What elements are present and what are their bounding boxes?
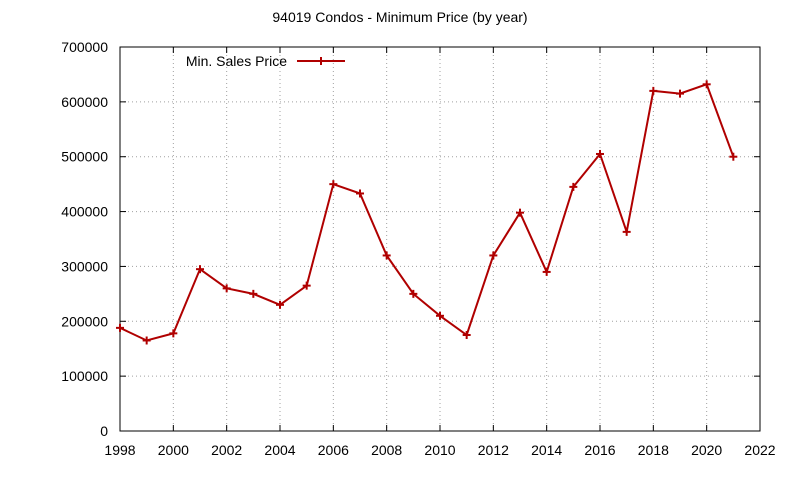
plot-frame: [119, 46, 761, 432]
data-point-marker: [596, 149, 604, 158]
legend: Min. Sales Price: [186, 53, 345, 69]
series-layer: [116, 80, 738, 345]
x-tick-label: 2022: [744, 442, 775, 458]
x-tick-label: 2010: [424, 442, 455, 458]
data-point-marker: [542, 267, 551, 276]
x-tick-label: 2018: [638, 442, 669, 458]
y-tick-label: 600000: [61, 94, 108, 110]
data-point-marker: [276, 300, 284, 309]
data-point-marker: [702, 80, 711, 89]
data-point-marker: [382, 251, 391, 260]
x-tick-label: 2020: [691, 442, 722, 458]
y-tick-label: 200000: [61, 313, 108, 329]
x-tick-label: 2002: [211, 442, 242, 458]
x-tick-label: 2012: [478, 442, 509, 458]
data-point-marker: [249, 289, 258, 298]
y-tick-label: 700000: [61, 39, 108, 55]
y-tick-label: 300000: [61, 258, 108, 274]
data-point-marker: [196, 265, 204, 274]
y-tick-label: 500000: [61, 149, 108, 165]
data-point-marker: [302, 281, 311, 290]
data-point-marker: [356, 189, 364, 198]
x-tick-label: 2000: [158, 442, 189, 458]
series-line-min-sales-price: [119, 83, 735, 342]
data-point-marker: [222, 284, 231, 293]
x-tick-label: 2016: [584, 442, 615, 458]
data-point-marker: [169, 329, 178, 338]
y-tick-label: 0: [100, 423, 108, 439]
data-point-marker: [409, 289, 418, 298]
data-point-marker: [676, 89, 684, 98]
data-point-marker: [489, 251, 498, 260]
chart-title: 94019 Condos - Minimum Price (by year): [272, 9, 527, 25]
y-tick-label: 400000: [61, 204, 108, 220]
x-tick-label: 2004: [264, 442, 295, 458]
data-point-marker: [729, 152, 738, 161]
x-tick-label: 2014: [531, 442, 562, 458]
data-point-marker: [462, 331, 471, 339]
y-tick-label: 100000: [61, 368, 108, 384]
legend-swatch-marker: [317, 57, 325, 65]
x-tick-label: 2006: [318, 442, 349, 458]
legend-label: Min. Sales Price: [186, 53, 287, 69]
axis-layer: 1998 2000 2002 2004 2006 2008 2010 2012 2014 2016…: [61, 39, 775, 458]
data-point-marker: [622, 227, 631, 236]
data-point-marker: [436, 311, 444, 320]
data-point-marker: [329, 180, 338, 189]
data-point-marker: [516, 208, 524, 217]
x-tick-label: 1998: [104, 442, 135, 458]
data-point-marker: [116, 323, 124, 332]
data-point-marker: [569, 182, 578, 191]
data-point-marker: [649, 86, 658, 95]
grid-layer: [120, 47, 760, 431]
data-point-marker: [142, 336, 151, 345]
x-tick-label: 2008: [371, 442, 402, 458]
